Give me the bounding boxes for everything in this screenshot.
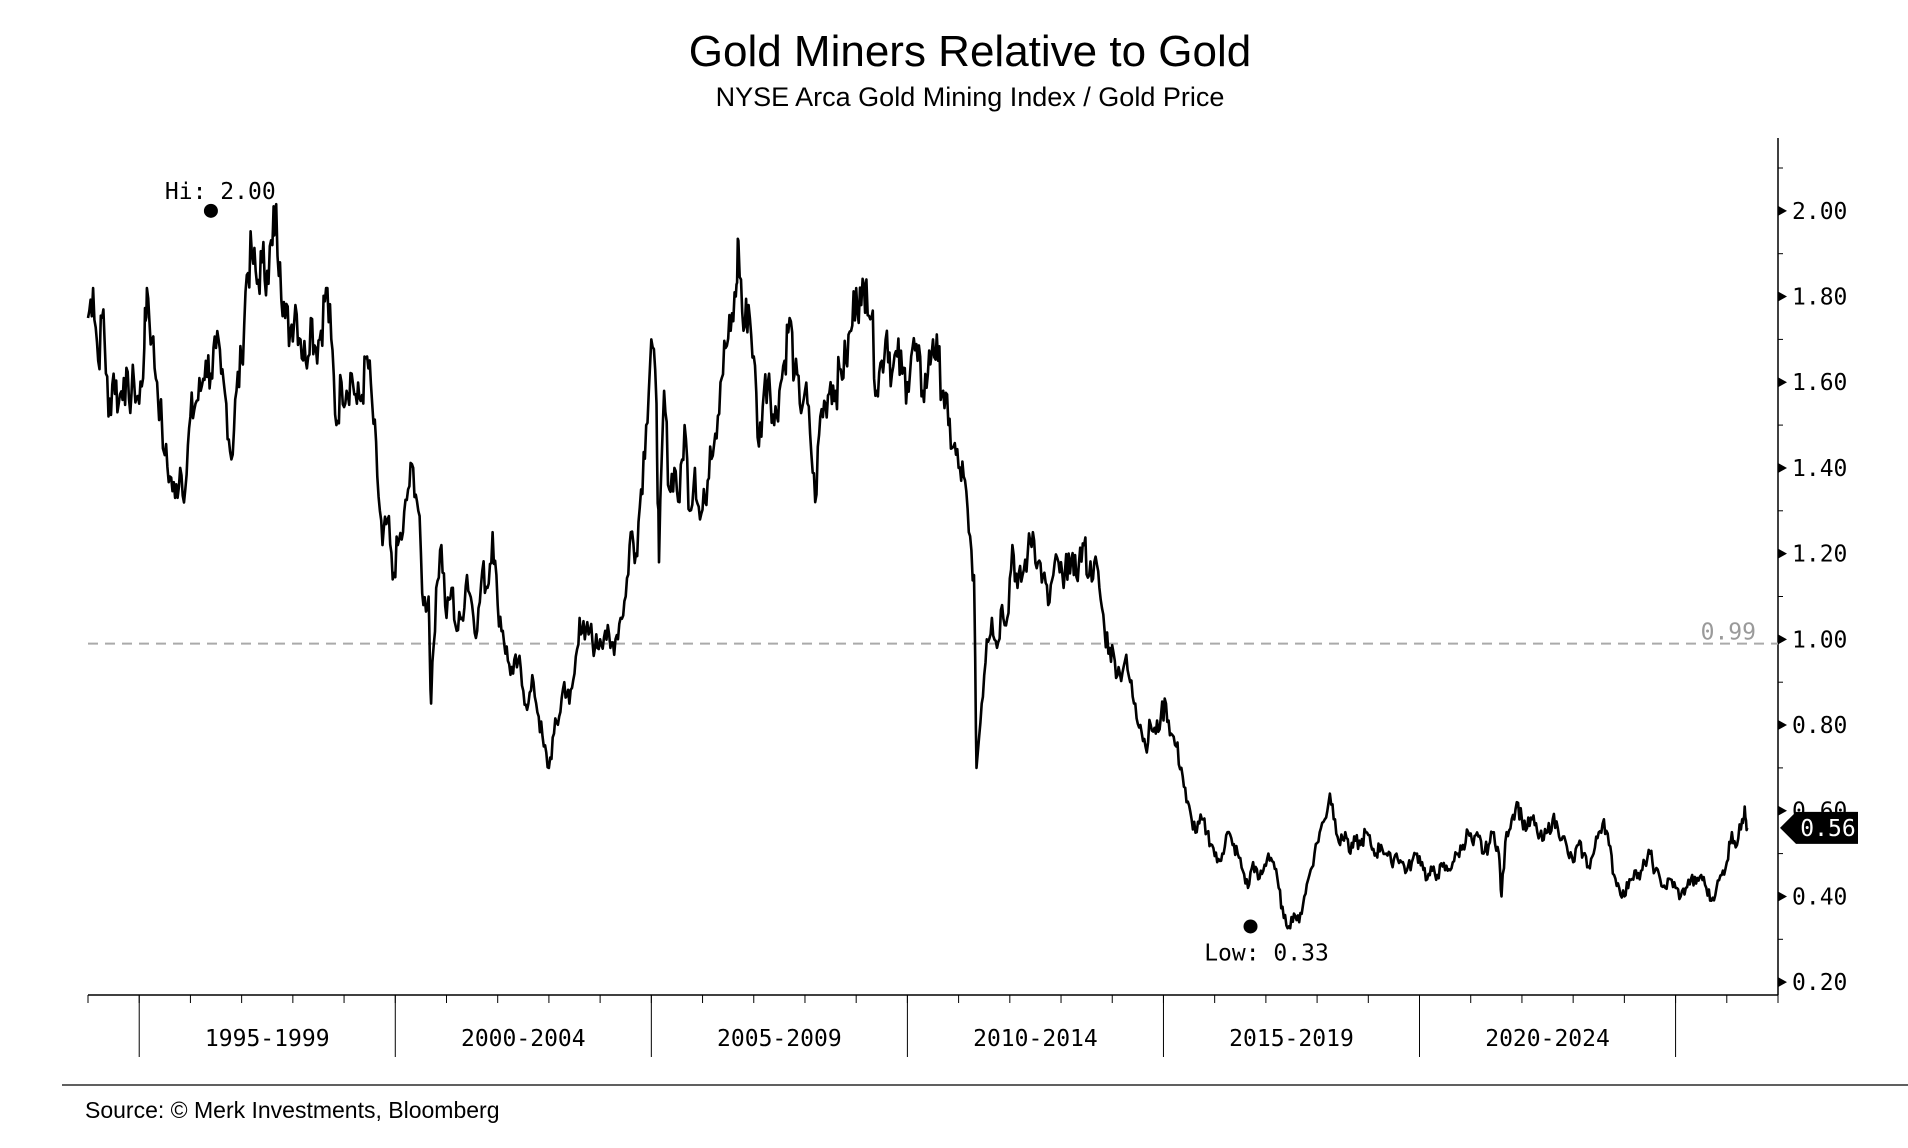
x-period-label: 2015-2019 bbox=[1229, 1026, 1354, 1052]
y-tick-label: 1.20 bbox=[1792, 542, 1847, 568]
y-tick-label: 1.80 bbox=[1792, 285, 1847, 311]
chart-subtitle: NYSE Arca Gold Mining Index / Gold Price bbox=[716, 82, 1225, 112]
y-tick-label: 1.00 bbox=[1792, 627, 1847, 653]
x-period-label: 2005-2009 bbox=[717, 1026, 842, 1052]
y-tick-label: 1.60 bbox=[1792, 370, 1847, 396]
high-label: Hi: 2.00 bbox=[165, 179, 276, 205]
chart-title: Gold Miners Relative to Gold bbox=[689, 27, 1251, 76]
last-value-label: 0.56 bbox=[1800, 816, 1855, 842]
series-line bbox=[86, 202, 1749, 930]
source-note: Source: © Merk Investments, Bloomberg bbox=[85, 1097, 500, 1123]
x-period-label: 2010-2014 bbox=[973, 1026, 1098, 1052]
last-value-tag bbox=[1780, 811, 1858, 844]
x-period-label: 1995-1999 bbox=[205, 1026, 330, 1052]
high-marker bbox=[203, 203, 218, 218]
x-period-label: 2020-2024 bbox=[1485, 1026, 1610, 1052]
y-tick-label: 0.20 bbox=[1792, 970, 1847, 996]
y-tick-label: 0.80 bbox=[1792, 713, 1847, 739]
reference-line-label: 0.99 bbox=[1701, 620, 1756, 646]
low-marker bbox=[1243, 919, 1258, 934]
y-tick-label: 1.40 bbox=[1792, 456, 1847, 482]
low-label: Low: 0.33 bbox=[1204, 940, 1329, 966]
plot-area: 0.200.400.600.801.001.201.401.601.802.00… bbox=[86, 138, 1858, 1057]
y-tick-label: 0.40 bbox=[1792, 884, 1847, 910]
y-tick-label: 2.00 bbox=[1792, 199, 1847, 225]
x-period-label: 2000-2004 bbox=[461, 1026, 586, 1052]
